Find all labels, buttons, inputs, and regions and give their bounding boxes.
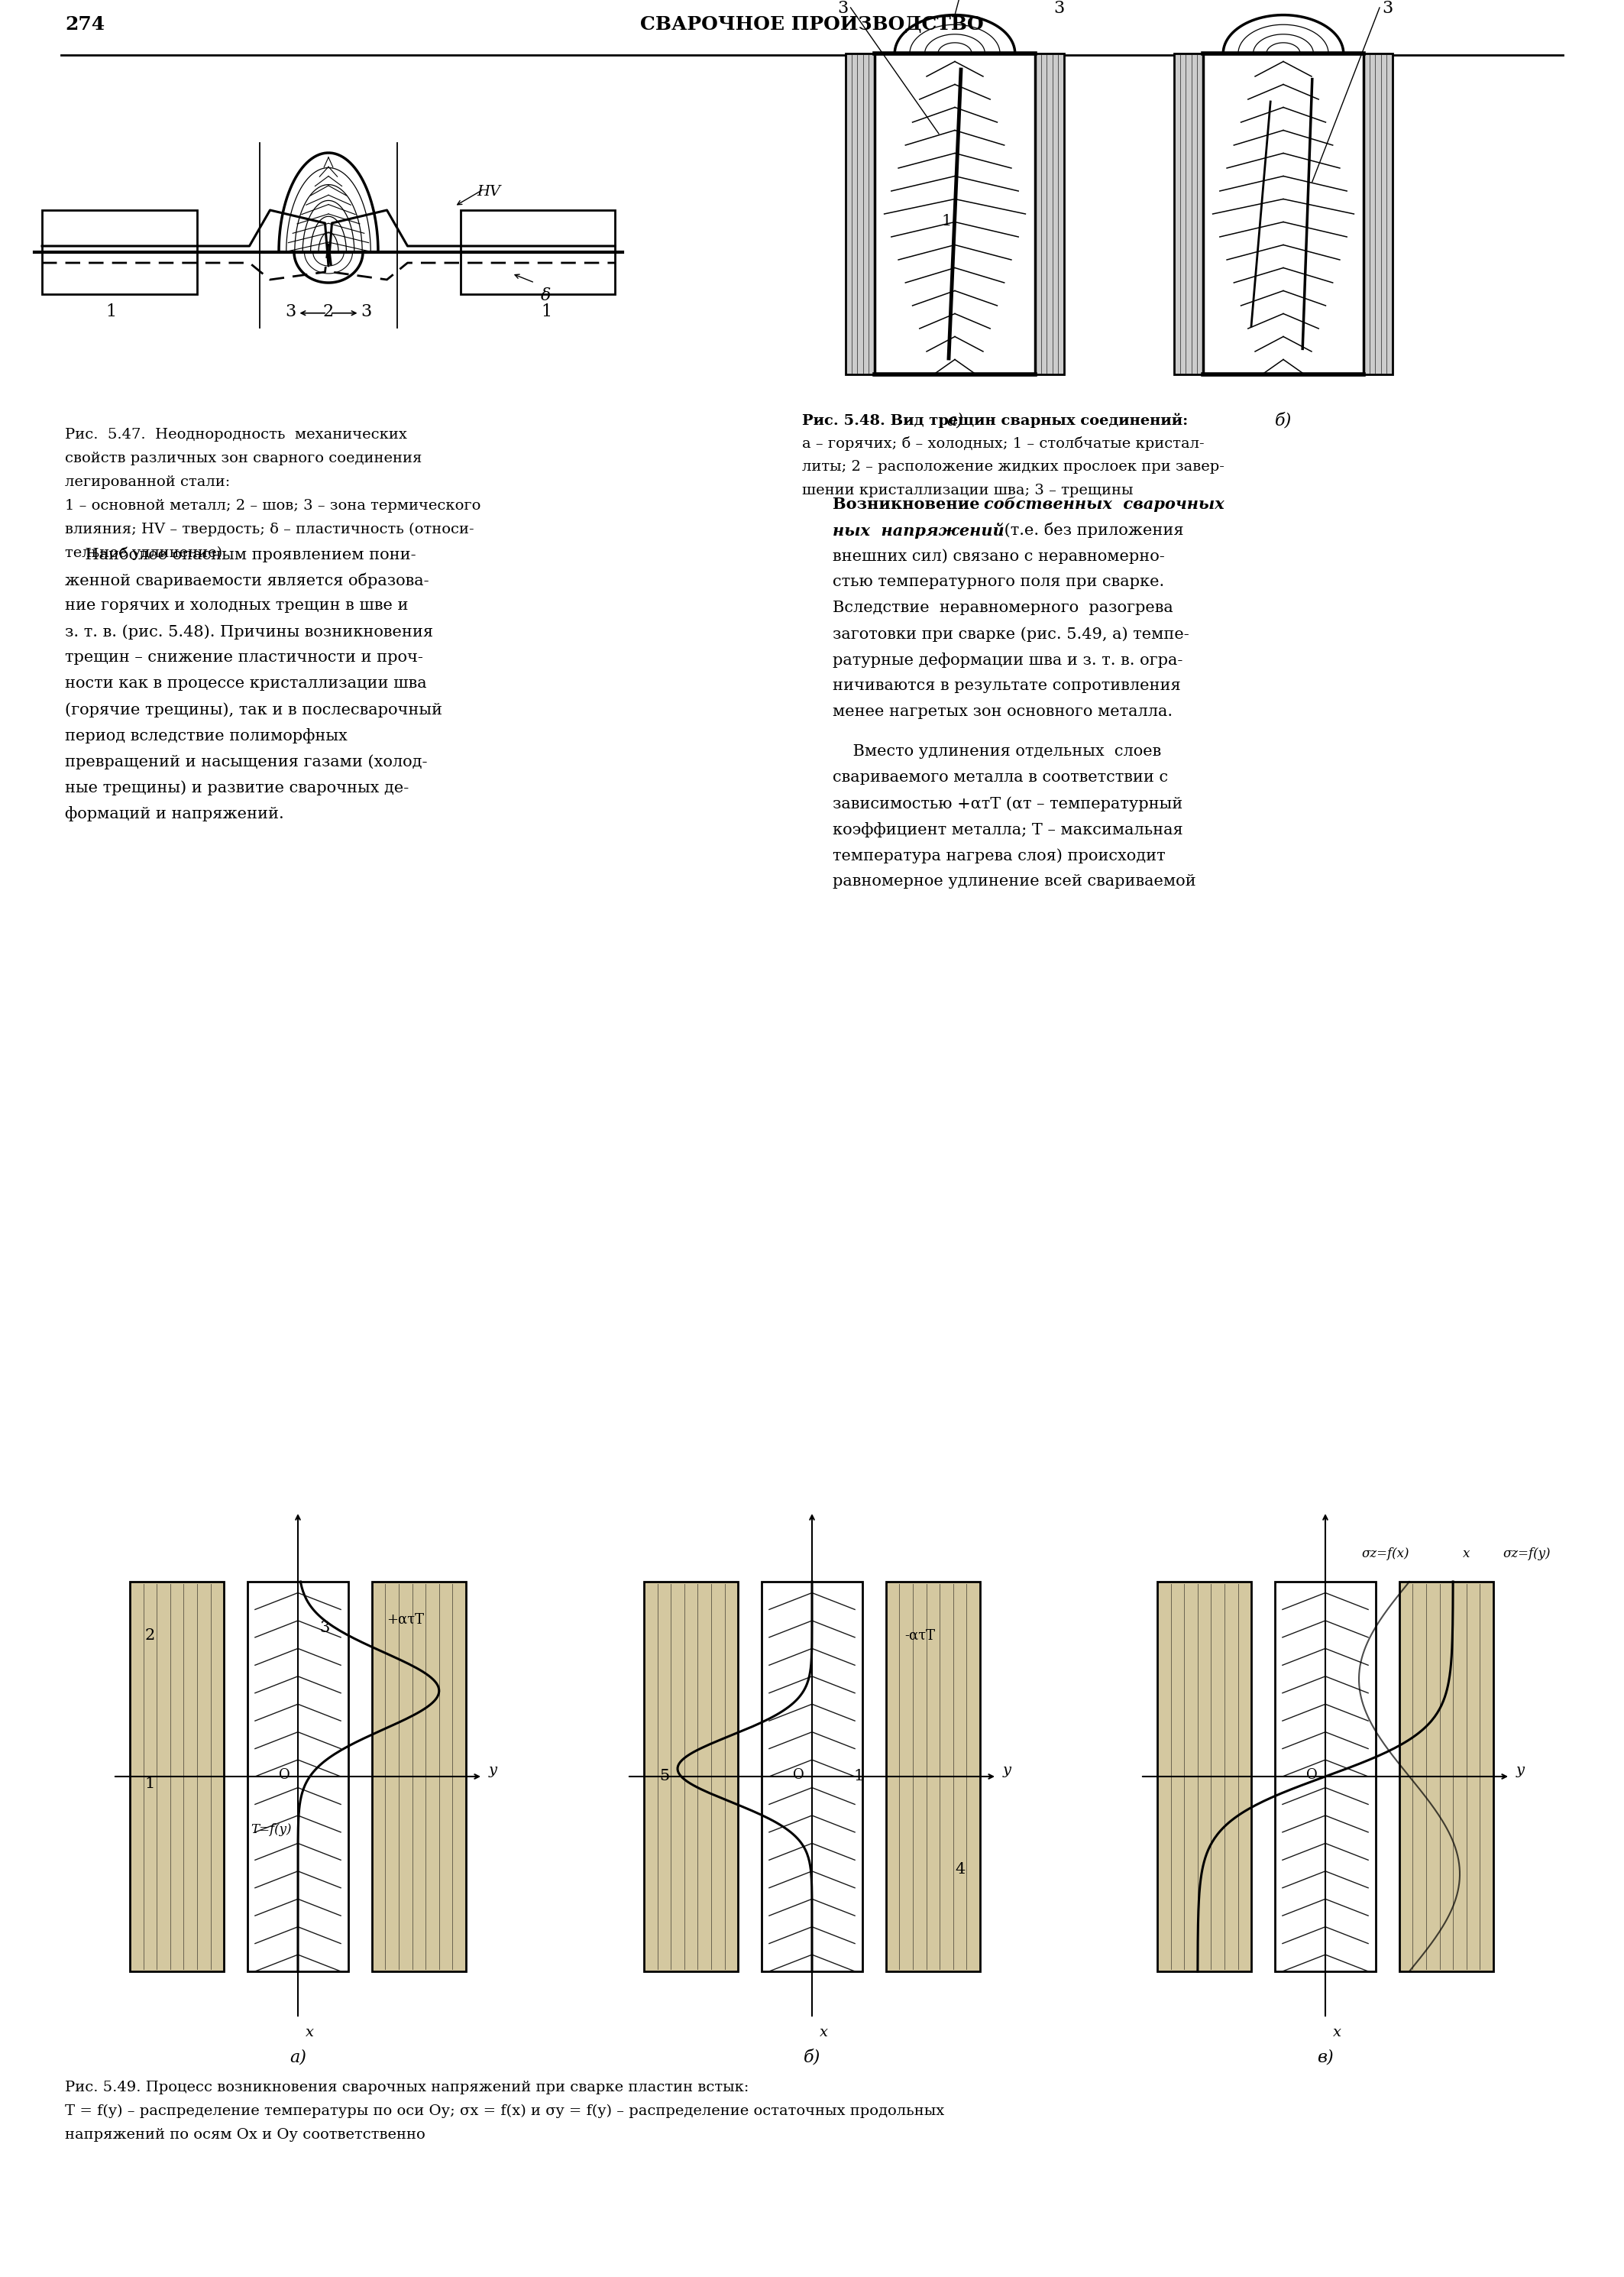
Text: y: y (1517, 1762, 1525, 1778)
Text: O: O (793, 1769, 804, 1783)
Text: женной свариваемости является образова-: женной свариваемости является образова- (65, 572, 429, 587)
Text: 3: 3 (361, 303, 372, 321)
Text: y: y (1004, 1762, 1012, 1778)
Bar (42, 209, 197, 294)
Text: 1: 1 (541, 303, 552, 321)
Text: 1: 1 (106, 303, 117, 321)
Text: свариваемого металла в соответствии с: свариваемого металла в соответствии с (833, 770, 1168, 786)
Text: x: x (1463, 1548, 1470, 1560)
Text: 1 – основной металл; 2 – шов; 3 – зона термического: 1 – основной металл; 2 – шов; 3 – зона т… (65, 499, 481, 512)
Text: 274: 274 (65, 16, 104, 34)
Text: Возникновение: Возникновение (833, 496, 986, 512)
Text: O: O (1306, 1769, 1317, 1783)
Text: коэффициент металла; T – максимальная: коэффициент металла; T – максимальная (833, 822, 1182, 838)
Text: формаций и напряжений.: формаций и напряжений. (65, 806, 284, 822)
Bar (1034, 52, 1064, 373)
Text: 5: 5 (659, 1769, 669, 1783)
Bar (1400, 1583, 1494, 1972)
Text: (горячие трещины), так и в послесварочный: (горячие трещины), так и в послесварочны… (65, 701, 442, 717)
Text: Рис.  5.47.  Неоднородность  механических: Рис. 5.47. Неоднородность механических (65, 428, 408, 442)
Text: литы; 2 – расположение жидких прослоек при завер-: литы; 2 – расположение жидких прослоек п… (802, 460, 1224, 474)
Text: x: x (305, 2027, 313, 2040)
Text: менее нагретых зон основного металла.: менее нагретых зон основного металла. (833, 704, 1173, 720)
Text: O: O (279, 1769, 289, 1783)
Text: равномерное удлинение всей свариваемой: равномерное удлинение всей свариваемой (833, 874, 1195, 888)
Text: x: x (820, 2027, 828, 2040)
Text: собственных  сварочных: собственных сварочных (984, 496, 1224, 512)
Text: в): в) (1317, 2049, 1333, 2065)
Text: ние горячих и холодных трещин в шве и: ние горячих и холодных трещин в шве и (65, 599, 408, 613)
Text: напряжений по осям Ox и Оу соответственно: напряжений по осям Ox и Оу соответственн… (65, 2127, 425, 2143)
Text: 3: 3 (1382, 0, 1393, 16)
Text: 1: 1 (145, 1776, 156, 1792)
Text: 1: 1 (854, 1769, 864, 1783)
Text: y: y (489, 1762, 497, 1778)
Bar (846, 52, 875, 373)
Text: (т.е. без приложения: (т.е. без приложения (999, 524, 1184, 537)
Text: +ατT: +ατT (387, 1612, 424, 1626)
Text: период вследствие полиморфных: период вследствие полиморфных (65, 729, 348, 745)
Text: T = f(y) – распределение температуры по оси Оу; σx = f(х) и σy = f(y) – распреде: T = f(y) – распределение температуры по … (65, 2104, 944, 2118)
Text: T=f(y): T=f(y) (250, 1824, 291, 1835)
Text: НV: НV (477, 184, 500, 198)
Text: σz=f(x): σz=f(x) (1363, 1548, 1410, 1560)
Bar (645, 1583, 737, 1972)
Text: ратурные деформации шва и з. т. в. огра-: ратурные деформации шва и з. т. в. огра- (833, 653, 1182, 667)
Text: з. т. в. (рис. 5.48). Причины возникновения: з. т. в. (рис. 5.48). Причины возникнове… (65, 624, 434, 640)
Text: σz=f(y): σz=f(y) (1504, 1548, 1551, 1560)
Text: а): а) (947, 412, 963, 430)
Text: Вследствие  неравномерного  разогрева: Вследствие неравномерного разогрева (833, 601, 1173, 615)
Text: температура нагрева слоя) происходит: температура нагрева слоя) происходит (833, 847, 1166, 863)
Bar (887, 1583, 979, 1972)
Text: ные трещины) и развитие сварочных де-: ные трещины) и развитие сварочных де- (65, 781, 409, 795)
Bar (1158, 1583, 1252, 1972)
Text: 3: 3 (836, 0, 848, 16)
Text: СВАРОЧНОЕ ПРОИЗВОДСТВО: СВАРОЧНОЕ ПРОИЗВОДСТВО (640, 16, 984, 34)
Text: 3: 3 (1054, 0, 1065, 16)
Text: ничиваются в результате сопротивления: ничиваются в результате сопротивления (833, 679, 1181, 692)
Bar (1364, 52, 1392, 373)
Bar (460, 209, 615, 294)
Text: внешних сил) связано с неравномерно-: внешних сил) связано с неравномерно- (833, 549, 1164, 565)
Text: x: x (1333, 2027, 1341, 2040)
Text: 2: 2 (145, 1628, 154, 1644)
Text: превращений и насыщения газами (холод-: превращений и насыщения газами (холод- (65, 754, 427, 770)
Text: стью температурного поля при сварке.: стью температурного поля при сварке. (833, 574, 1164, 590)
Text: б): б) (804, 2049, 820, 2065)
Text: легированной стали:: легированной стали: (65, 476, 231, 490)
Bar (130, 1583, 224, 1972)
Text: Вместо удлинения отдельных  слоев: Вместо удлинения отдельных слоев (833, 745, 1161, 758)
Text: 3: 3 (320, 1621, 330, 1635)
Bar (247, 1583, 348, 1972)
Text: Рис. 5.48. Вид трещин сварных соединений:: Рис. 5.48. Вид трещин сварных соединений… (802, 412, 1189, 428)
Bar (372, 1583, 466, 1972)
Text: Рис. 5.49. Процесс возникновения сварочных напряжений при сварке пластин встык:: Рис. 5.49. Процесс возникновения сварочн… (65, 2081, 749, 2095)
Text: влияния; НV – твердость; δ – пластичность (относи-: влияния; НV – твердость; δ – пластичност… (65, 524, 474, 537)
Text: 3: 3 (286, 303, 296, 321)
Text: ности как в процессе кристаллизации шва: ности как в процессе кристаллизации шва (65, 676, 427, 690)
Text: б): б) (1275, 412, 1291, 430)
Text: 1: 1 (942, 214, 952, 228)
Text: ных  напряжений: ных напряжений (833, 524, 1004, 540)
Text: а): а) (289, 2049, 307, 2065)
Text: тельное удлинение): тельное удлинение) (65, 546, 222, 560)
Bar (762, 1583, 862, 1972)
Text: 2: 2 (323, 303, 335, 321)
Text: зависимостью +αтT (αт – температурный: зависимостью +αтT (αт – температурный (833, 797, 1182, 811)
Text: -ατT: -ατT (905, 1628, 935, 1642)
Text: а – горячих; б – холодных; 1 – столбчатые кристал-: а – горячих; б – холодных; 1 – столбчаты… (802, 437, 1205, 451)
Text: δ: δ (541, 287, 551, 305)
Text: Наиболее опасным проявлением пони-: Наиболее опасным проявлением пони- (65, 546, 416, 562)
Bar (1174, 52, 1203, 373)
Text: свойств различных зон сварного соединения: свойств различных зон сварного соединени… (65, 451, 422, 465)
Text: заготовки при сварке (рис. 5.49, а) темпе-: заготовки при сварке (рис. 5.49, а) темп… (833, 626, 1189, 642)
Bar (1203, 52, 1364, 373)
Text: трещин – снижение пластичности и проч-: трещин – снижение пластичности и проч- (65, 651, 424, 665)
Bar (875, 52, 1034, 373)
Text: 4: 4 (955, 1863, 965, 1876)
Bar (1275, 1583, 1376, 1972)
Text: шении кристаллизации шва; 3 – трещины: шении кристаллизации шва; 3 – трещины (802, 483, 1134, 496)
